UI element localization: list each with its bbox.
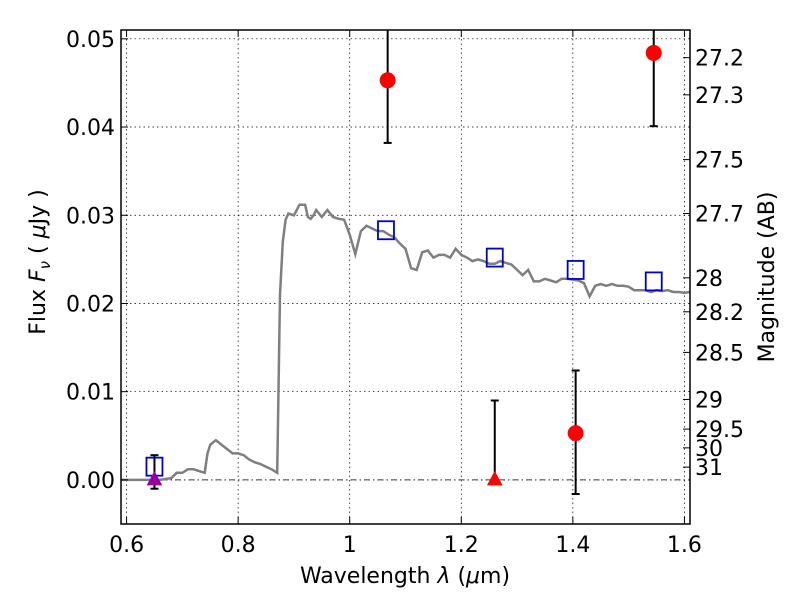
error-bars (150, 30, 658, 496)
axis-ticks (121, 30, 690, 524)
mag-tick-label: 28 (695, 267, 723, 292)
mag-tick-label: 30 (695, 437, 723, 462)
detection-point (645, 44, 662, 61)
mag-tick-label: 29.5 (695, 418, 744, 443)
y-tick-label: 0.04 (66, 116, 115, 141)
detection-point (567, 425, 584, 442)
mag-tick-label: 28.5 (695, 341, 744, 366)
upper-limit-triangle (146, 470, 163, 486)
x-tick-label: 1.2 (444, 533, 479, 558)
x-tick-label: 1.4 (555, 533, 590, 558)
y2-axis-label: Magnitude (AB) (755, 192, 780, 363)
model-flux-square (566, 260, 585, 280)
x-tick-label: 0.8 (221, 533, 256, 558)
y-tick-label: 0.00 (66, 469, 115, 494)
y-tick-label: 0.03 (66, 204, 115, 229)
mag-tick-label: 29 (695, 388, 723, 413)
plot-frame (120, 29, 691, 525)
grid (121, 30, 690, 524)
y-tick-label: 0.05 (66, 28, 115, 53)
model-flux-square (377, 220, 395, 241)
x-tick-label: 1.6 (667, 533, 702, 558)
mag-tick-label: 28.2 (695, 301, 744, 326)
detection-point (379, 72, 396, 89)
model-flux-square (644, 271, 663, 292)
mag-tick-label: 31 (695, 456, 723, 481)
data-markers (145, 44, 663, 486)
y-tick-label: 0.02 (66, 292, 115, 317)
y-tick-label: 0.01 (66, 381, 115, 406)
mag-tick-label: 27.5 (695, 149, 744, 174)
x-tick-label: 1 (343, 533, 357, 558)
model-flux-square (485, 247, 504, 268)
x-tick-label: 0.6 (109, 533, 144, 558)
x-axis-label: Wavelength λ (μm) (300, 564, 510, 589)
y-axis-label: Flux Fν ( μJy ) (26, 189, 54, 334)
mag-tick-label: 27.7 (695, 202, 744, 227)
upper-limit-triangle (486, 470, 503, 486)
sed-model-line (121, 203, 691, 482)
mag-tick-label: 27.3 (695, 84, 744, 109)
mag-tick-label: 27.2 (695, 47, 744, 72)
tick-labels: 0.6 0.8 1 1.2 1.4 1.6 0.00 0.01 0.02 0.03 0.04 0.05… (66, 28, 744, 558)
